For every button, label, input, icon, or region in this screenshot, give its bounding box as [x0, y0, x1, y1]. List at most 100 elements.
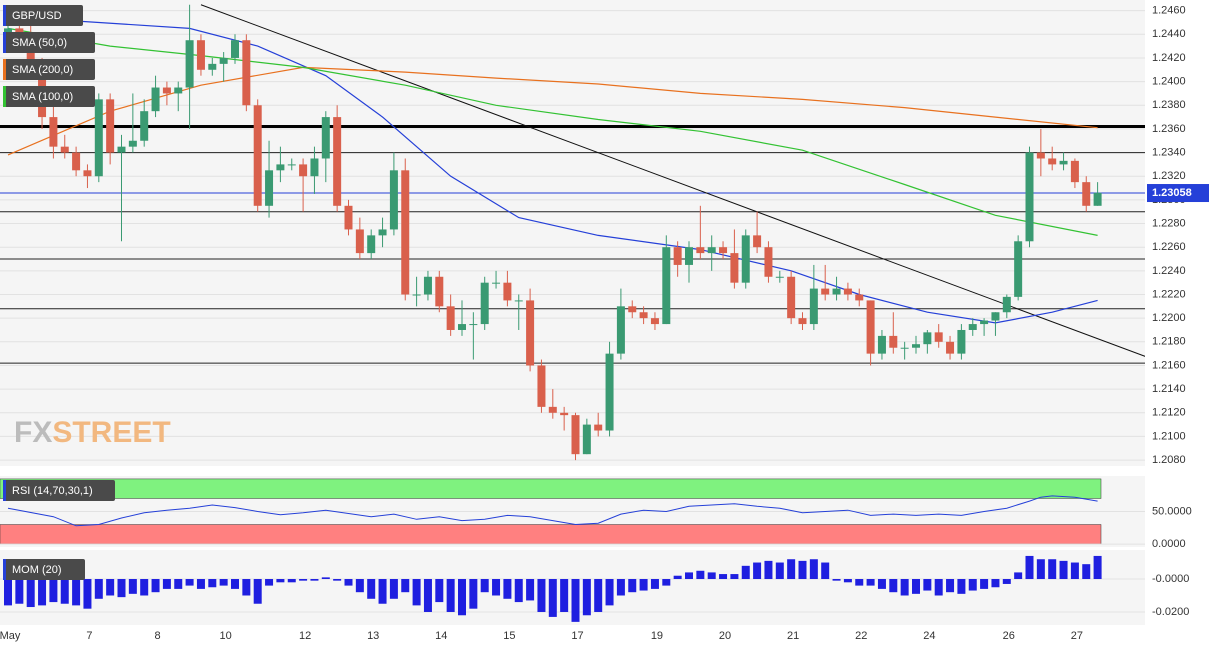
- candle-body: [877, 335, 886, 354]
- candle-body: [537, 365, 546, 407]
- mom-bar: [571, 579, 580, 622]
- mom-bar: [764, 560, 773, 580]
- candle-body: [650, 318, 659, 325]
- y-tick-label: 1.2420: [1152, 52, 1186, 64]
- mom-bar: [775, 562, 784, 580]
- candle-body: [94, 99, 103, 177]
- candle-body: [980, 320, 989, 325]
- candle-body: [1025, 152, 1034, 242]
- candle-body: [151, 87, 160, 112]
- mom-bar: [38, 579, 47, 606]
- mom-bar: [741, 565, 750, 580]
- candle-body: [809, 288, 818, 325]
- candle-body: [946, 341, 955, 354]
- mom-bar: [753, 562, 762, 580]
- candle-body: [378, 229, 387, 236]
- mom-bar: [809, 559, 818, 580]
- candle-body: [117, 146, 126, 153]
- candle-body: [446, 306, 455, 330]
- x-tick-label: 21: [787, 630, 799, 642]
- candle-body: [344, 205, 353, 230]
- y-tick-label: 1.2460: [1152, 5, 1186, 17]
- mom-bar: [208, 579, 217, 588]
- mom-bar: [446, 579, 455, 612]
- y-tick-label: 1.2320: [1152, 170, 1186, 182]
- mom-bar: [719, 574, 728, 580]
- x-tick-label: 24: [923, 630, 935, 642]
- mom-bar: [957, 579, 966, 594]
- mom-bar: [196, 579, 205, 589]
- y-tick-label: 0.0000: [1152, 538, 1186, 550]
- mom-bar: [537, 579, 546, 612]
- mom-bar: [605, 579, 614, 606]
- mom-bar: [117, 579, 126, 598]
- sma-line: [7, 66, 1098, 156]
- candle-body: [469, 324, 478, 326]
- mom-bar: [1048, 559, 1057, 580]
- candle-body: [1059, 160, 1068, 165]
- candle-body: [174, 87, 183, 94]
- candle-body: [912, 344, 920, 348]
- mom-bar: [855, 579, 864, 586]
- y-tick-label: 1.2440: [1152, 28, 1186, 40]
- candle-body: [1082, 182, 1091, 206]
- x-tick-label: May: [0, 630, 21, 642]
- mom-bar: [1070, 562, 1079, 580]
- y-tick-label: 1.2200: [1152, 312, 1186, 324]
- candle-body: [594, 424, 603, 431]
- y-tick-label: 1.2140: [1152, 383, 1186, 395]
- candle-body: [310, 158, 319, 177]
- main-plot: FXSTREET: [0, 4, 1145, 461]
- candle-body: [628, 306, 637, 313]
- rsi-band: [0, 478, 1102, 499]
- mom-bar: [900, 579, 909, 596]
- candle-body: [560, 412, 569, 416]
- x-tick-label: 13: [367, 630, 379, 642]
- mom-bar: [287, 579, 296, 583]
- legend-label: SMA (50,0): [12, 37, 67, 49]
- candle-body: [15, 28, 24, 35]
- mom-bar: [458, 579, 466, 616]
- candle-body: [458, 324, 466, 330]
- candle-body: [265, 170, 274, 206]
- mom-bar: [650, 579, 659, 589]
- y-tick-label: 1.2100: [1152, 430, 1186, 442]
- candle-body: [639, 312, 648, 319]
- mom-bar: [219, 579, 228, 586]
- y-tick-label: 1.2260: [1152, 241, 1186, 253]
- candle-body: [72, 152, 81, 171]
- rsi-band: [0, 524, 1102, 545]
- y-tick-label: 1.2080: [1152, 454, 1186, 466]
- candle-body: [333, 117, 342, 206]
- mom-bar: [877, 579, 886, 589]
- mom-bar: [299, 579, 308, 581]
- mom-bar: [832, 579, 841, 581]
- mom-bar: [435, 579, 444, 603]
- candle-body: [662, 247, 671, 325]
- mom-bar: [934, 579, 943, 596]
- y-tick-label: 1.2380: [1152, 99, 1186, 111]
- candle-body: [707, 247, 716, 254]
- mom-bar: [60, 579, 69, 604]
- candle-body: [1002, 296, 1011, 313]
- mom-bar: [72, 579, 81, 606]
- mom-bar: [469, 579, 478, 609]
- mom-bar: [980, 579, 989, 589]
- mom-bar: [1093, 555, 1102, 580]
- candle-body: [719, 247, 728, 254]
- mom-bar: [140, 579, 149, 596]
- candle-body: [548, 406, 557, 413]
- candle-body: [106, 99, 115, 153]
- mom-bar: [1082, 564, 1091, 580]
- candle-body: [821, 288, 830, 295]
- mom-bar: [355, 579, 364, 593]
- x-tick-label: 19: [651, 630, 663, 642]
- y-tick-label: 1.2360: [1152, 123, 1186, 135]
- mom-bar: [242, 579, 251, 596]
- candle-body: [287, 164, 296, 166]
- candle-body: [1036, 152, 1045, 159]
- y-tick-label: 50.0000: [1152, 505, 1192, 517]
- legend-box: [3, 86, 95, 107]
- candle-body: [673, 247, 682, 265]
- y-tick-label: 1.2340: [1152, 146, 1186, 158]
